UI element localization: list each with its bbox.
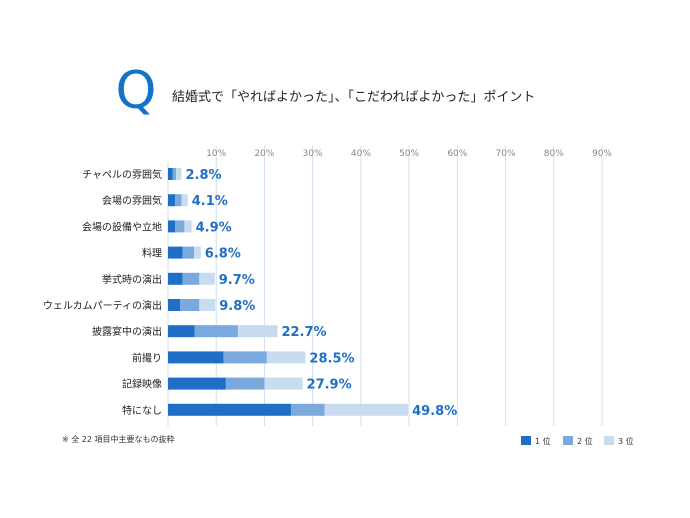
total-value-label: 28.5% (309, 351, 354, 366)
category-label: 披露宴中の演出 (92, 325, 162, 338)
bar-segment-rank2 (182, 272, 200, 285)
bar-segment-rank3 (184, 220, 192, 233)
bar-segment-rank1 (168, 351, 224, 364)
bar-segment-rank3 (266, 351, 306, 364)
bar-segment-rank1 (168, 220, 176, 233)
legend-swatch-rank2 (563, 436, 573, 445)
bar-segment-rank1 (168, 194, 176, 207)
category-label: ウェルカムパーティの演出 (43, 299, 162, 312)
bar-segment-rank3 (181, 194, 188, 207)
bar-segment-rank2 (175, 220, 185, 233)
bar-segment-rank1 (168, 377, 226, 390)
page-title: 結婚式で「やればよかった」、「こだわればよかった」ポイント (172, 90, 536, 105)
total-value-label: 9.8% (219, 299, 255, 314)
category-label: 特になし (122, 405, 162, 417)
total-value-label: 4.9% (196, 220, 232, 235)
bar-segment-rank2 (180, 299, 200, 311)
bar-segment-rank3 (324, 403, 409, 416)
legend-label: 3 位 (618, 436, 634, 446)
legend-label: 1 位 (535, 436, 551, 446)
legend-swatch-rank3 (604, 436, 614, 445)
category-label: 挙式時の演出 (102, 273, 162, 286)
total-value-label: 27.9% (307, 378, 352, 393)
bar-segment-rank1 (168, 299, 181, 311)
total-value-label: 22.7% (281, 325, 326, 340)
bar-segment-rank1 (168, 325, 195, 338)
total-value-label: 4.1% (192, 194, 228, 209)
total-value-label: 9.7% (219, 273, 255, 288)
x-tick-label: 40% (351, 149, 371, 159)
x-tick-label: 50% (399, 149, 419, 159)
bar-segment-rank1 (168, 168, 173, 180)
x-tick-label: 90% (592, 149, 612, 159)
bar-segment-rank3 (194, 246, 201, 259)
bar-segment-rank3 (176, 168, 182, 180)
bar-segment-rank2 (172, 168, 177, 180)
bar-segment-rank2 (225, 377, 265, 390)
category-label: 記録映像 (122, 378, 162, 391)
bar-segment-rank1 (168, 403, 291, 416)
bar-segment-rank2 (223, 351, 267, 364)
bar-segment-rank1 (168, 246, 183, 259)
category-label: 会場の雰囲気 (102, 194, 162, 207)
category-label: チャペルの雰囲気 (82, 168, 162, 181)
bar-segment-rank3 (199, 299, 216, 311)
legend-label: 2 位 (577, 436, 593, 446)
x-tick-label: 80% (544, 149, 564, 159)
bar-segment-rank2 (182, 246, 195, 259)
category-label: 前撮り (132, 351, 162, 364)
q-mark: Q (115, 61, 157, 121)
bar-segment-rank2 (175, 194, 182, 207)
bar-segment-rank2 (194, 325, 238, 338)
category-label: 料理 (142, 247, 162, 260)
total-value-label: 49.8% (412, 404, 457, 419)
footnote: ※ 全 22 項目中主要なもの抜粋 (62, 435, 175, 444)
bar-segment-rank3 (237, 325, 278, 338)
total-value-label: 6.8% (205, 247, 241, 262)
x-tick-label: 10% (206, 149, 226, 159)
legend-swatch-rank1 (521, 436, 531, 445)
category-label: 会場の設備や立地 (82, 220, 162, 233)
bar-segment-rank1 (168, 272, 183, 285)
bar-segment-rank3 (199, 272, 215, 285)
bar-segment-rank2 (290, 403, 325, 416)
x-tick-label: 60% (447, 149, 467, 159)
x-tick-label: 30% (303, 149, 323, 159)
bar-segment-rank3 (264, 377, 303, 390)
total-value-label: 2.8% (186, 168, 222, 183)
x-tick-label: 20% (254, 149, 274, 159)
x-tick-label: 70% (496, 149, 516, 159)
